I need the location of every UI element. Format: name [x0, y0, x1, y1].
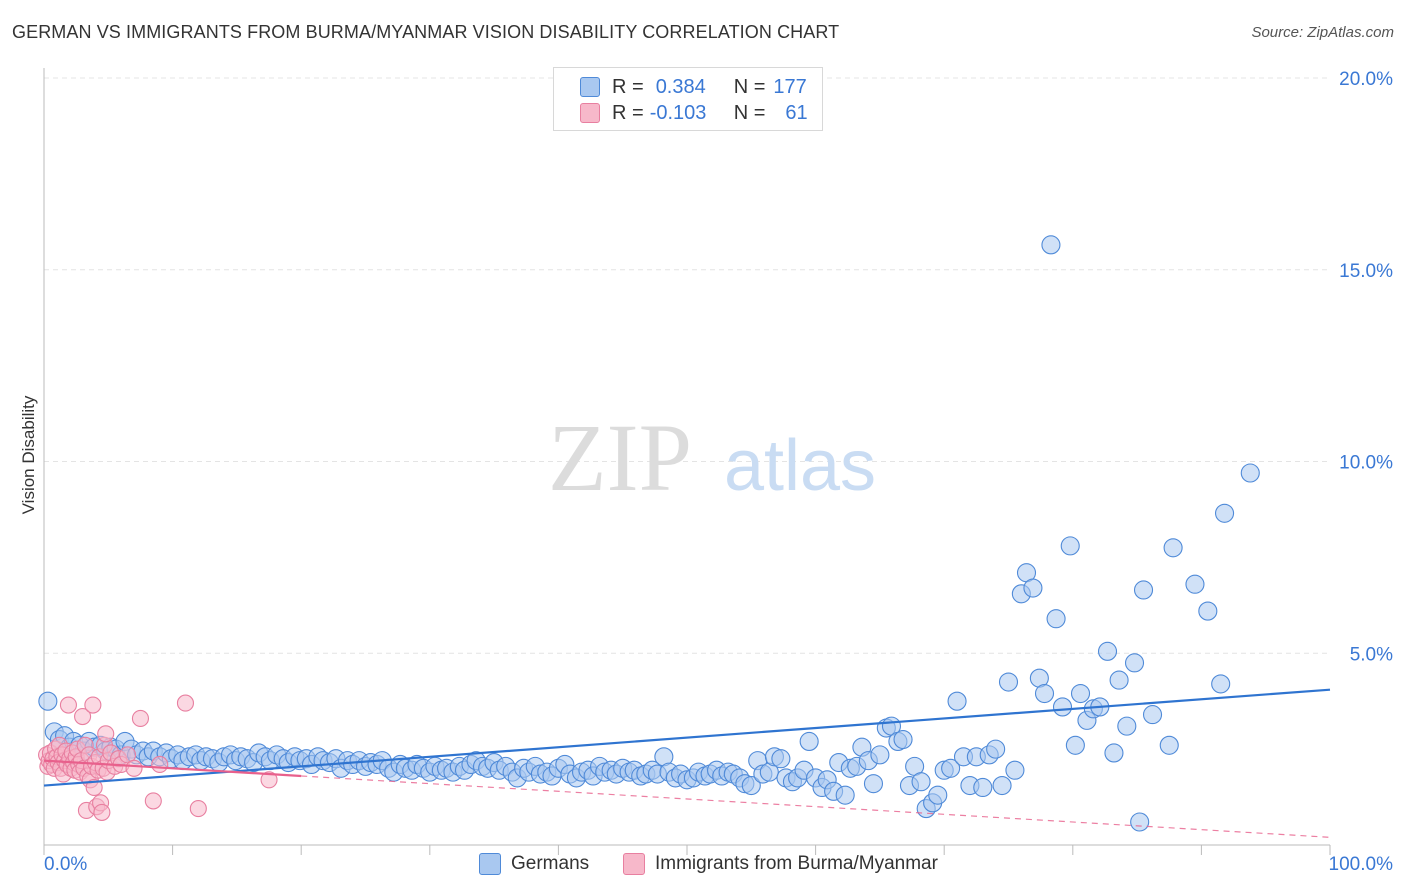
burma-point: [84, 696, 102, 714]
german-point: [947, 691, 967, 711]
german-point: [1041, 235, 1061, 255]
german-point: [1159, 735, 1179, 755]
legend-r-value: -0.103: [649, 101, 707, 124]
watermark-zip: ZIP: [548, 404, 692, 511]
legend-r-label: R =: [612, 75, 644, 98]
german-point: [1124, 653, 1145, 673]
german-point: [799, 731, 819, 752]
legend-r-label: R =: [612, 101, 644, 124]
legend-row-burma: R = -0.103 N = 61: [580, 101, 808, 125]
legend-n-value: 177: [773, 75, 807, 98]
x-tick-label: 100.0%: [1329, 854, 1394, 875]
y-tick-label: 5.0%: [1350, 644, 1393, 665]
germans-points: [38, 235, 1260, 832]
legend-swatch-pink: [580, 103, 600, 123]
german-point: [1034, 683, 1055, 704]
chart-title: GERMAN VS IMMIGRANTS FROM BURMA/MYANMAR …: [12, 22, 840, 42]
german-point: [1240, 463, 1260, 483]
burma-point: [97, 725, 115, 743]
legend-n-label: N =: [733, 75, 766, 98]
burma-point: [93, 803, 111, 821]
tick-labels: 5.0% 10.0% 15.0% 20.0% 0.0% 100.0%: [44, 69, 1393, 875]
legend-r-value: 0.384: [655, 75, 706, 98]
burma-point: [189, 800, 207, 818]
germans-trend-line: [43, 688, 1331, 787]
german-point: [893, 729, 913, 750]
german-point: [771, 749, 791, 769]
german-point: [1211, 674, 1231, 694]
bottom-swatch-blue: [479, 853, 501, 875]
y-axis-label: Vision Disability: [19, 395, 38, 514]
y-tick-label: 20.0%: [1339, 69, 1393, 90]
bottom-legend-germans: Germans: [479, 852, 589, 876]
burma-points: [38, 694, 278, 821]
german-point: [741, 776, 761, 796]
german-point: [863, 774, 884, 794]
burma-point: [131, 709, 149, 727]
german-point: [1109, 670, 1129, 690]
german-point: [1133, 580, 1154, 600]
german-point: [1052, 697, 1073, 717]
german-point: [1070, 683, 1091, 704]
burma-point: [74, 707, 92, 726]
german-point: [835, 785, 855, 805]
german-point: [992, 776, 1012, 796]
correlation-legend: R = 0.384 N = 177 R = -0.103 N = 61: [553, 67, 823, 131]
x-tick-label: 0.0%: [44, 854, 87, 875]
y-tick-label: 15.0%: [1339, 261, 1393, 282]
burma-point: [125, 759, 143, 777]
legend-n-value: 61: [785, 101, 808, 124]
german-point: [986, 739, 1006, 759]
german-point: [1198, 601, 1218, 621]
german-point: [1142, 705, 1163, 725]
burma-trend-extension: [301, 775, 1331, 838]
y-tick-label: 10.0%: [1339, 453, 1393, 474]
german-point: [1065, 735, 1085, 755]
source-label: Source: ZipAtlas.com: [1251, 24, 1394, 41]
german-point: [1130, 812, 1150, 832]
burma-point: [151, 755, 169, 774]
burma-point: [176, 694, 195, 712]
german-point: [941, 758, 961, 778]
legend-swatch-blue: [580, 77, 600, 97]
german-point: [38, 691, 58, 711]
german-point: [998, 672, 1019, 692]
burma-trend-line: [43, 759, 302, 778]
burma-point: [59, 696, 77, 714]
burma-point: [85, 778, 103, 797]
burma-point: [144, 792, 162, 810]
german-point: [1097, 641, 1118, 661]
german-point: [1117, 716, 1137, 736]
german-point: [1060, 536, 1080, 556]
bottom-legend-burma: Immigrants from Burma/Myanmar: [623, 852, 938, 876]
german-point: [1005, 760, 1025, 780]
trend-lines: [43, 688, 1331, 838]
german-point: [1214, 503, 1235, 523]
bottom-legend-label: Germans: [511, 853, 590, 874]
bottom-legend-label: Immigrants from Burma/Myanmar: [655, 853, 938, 874]
german-point: [870, 745, 890, 765]
bottom-swatch-pink: [623, 853, 645, 875]
german-point: [1104, 743, 1124, 763]
burma-point: [260, 771, 278, 789]
grid-lines: [44, 77, 1330, 654]
watermark-atlas: atlas: [724, 426, 876, 506]
german-point: [911, 772, 931, 792]
axes: [43, 68, 1331, 855]
legend-n-label: N =: [733, 101, 766, 124]
german-point: [1023, 578, 1043, 598]
german-point: [1046, 609, 1066, 629]
german-point: [928, 785, 948, 805]
german-point: [1185, 574, 1205, 594]
german-point: [1163, 538, 1183, 558]
legend-row-germans: R = 0.384 N = 177: [580, 75, 807, 99]
german-point: [973, 777, 993, 798]
